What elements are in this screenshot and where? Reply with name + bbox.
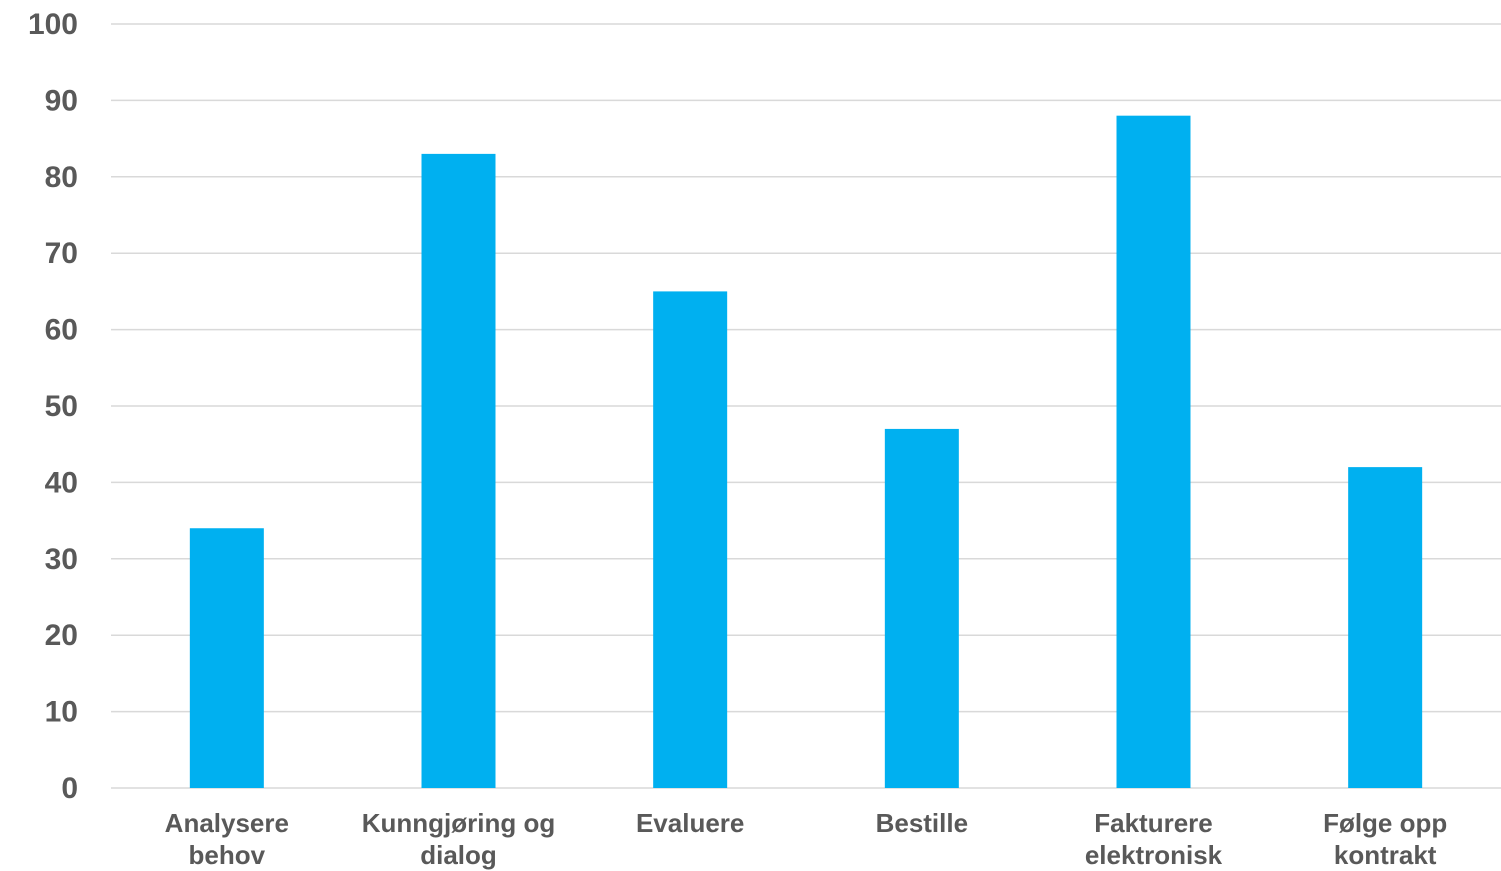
- y-tick-label: 80: [45, 161, 78, 194]
- gridlines: [111, 23, 1501, 789]
- x-tick-label-line: Fakturere: [1094, 808, 1213, 838]
- bars: [189, 115, 1423, 789]
- bar-2: [653, 291, 728, 788]
- x-tick-label-line: Bestille: [876, 808, 969, 838]
- x-tick-label-line: Evaluere: [636, 808, 744, 838]
- y-tick-label: 20: [45, 619, 78, 652]
- x-tick-label-line: behov: [189, 840, 266, 870]
- x-tick-label: Følge opp kontrakt: [1323, 808, 1447, 870]
- y-tick-label: 50: [45, 390, 78, 423]
- y-tick-label: 70: [45, 237, 78, 270]
- x-tick-label-line: kontrakt: [1334, 840, 1437, 870]
- x-tick-label-line: Følge opp: [1323, 808, 1447, 838]
- bar-5: [1348, 467, 1423, 788]
- y-tick-label: 90: [45, 84, 78, 117]
- x-tick-label-line: elektronisk: [1085, 840, 1223, 870]
- y-tick-label: 60: [45, 314, 78, 347]
- bar-0: [189, 528, 264, 788]
- bar-3: [884, 428, 959, 788]
- y-tick-label: 10: [45, 696, 78, 729]
- y-tick-label: 40: [45, 466, 78, 499]
- x-tick-label: Fakturere elektronisk: [1085, 808, 1223, 870]
- y-tick-label: 100: [28, 8, 78, 41]
- x-tick-label: Analysere behov: [165, 808, 289, 870]
- x-tick-label: Kunngjøring og dialog: [362, 808, 556, 870]
- bar-1: [421, 153, 496, 788]
- x-tick-label: Evaluere: [636, 808, 744, 838]
- y-tick-label: 0: [61, 772, 78, 805]
- x-tick-label-line: Analysere: [165, 808, 289, 838]
- bar-4: [1116, 115, 1191, 789]
- x-axis: Analysere behov Kunngjøring og dialog Evalue…: [165, 808, 1448, 870]
- x-tick-label-line: Kunngjøring og: [362, 808, 556, 838]
- x-tick-label-line: dialog: [420, 840, 497, 870]
- x-tick-label: Bestille: [876, 808, 969, 838]
- y-tick-label: 30: [45, 543, 78, 576]
- y-axis: 0 10 20 30 40 50 60 70 80 90 100: [28, 8, 78, 805]
